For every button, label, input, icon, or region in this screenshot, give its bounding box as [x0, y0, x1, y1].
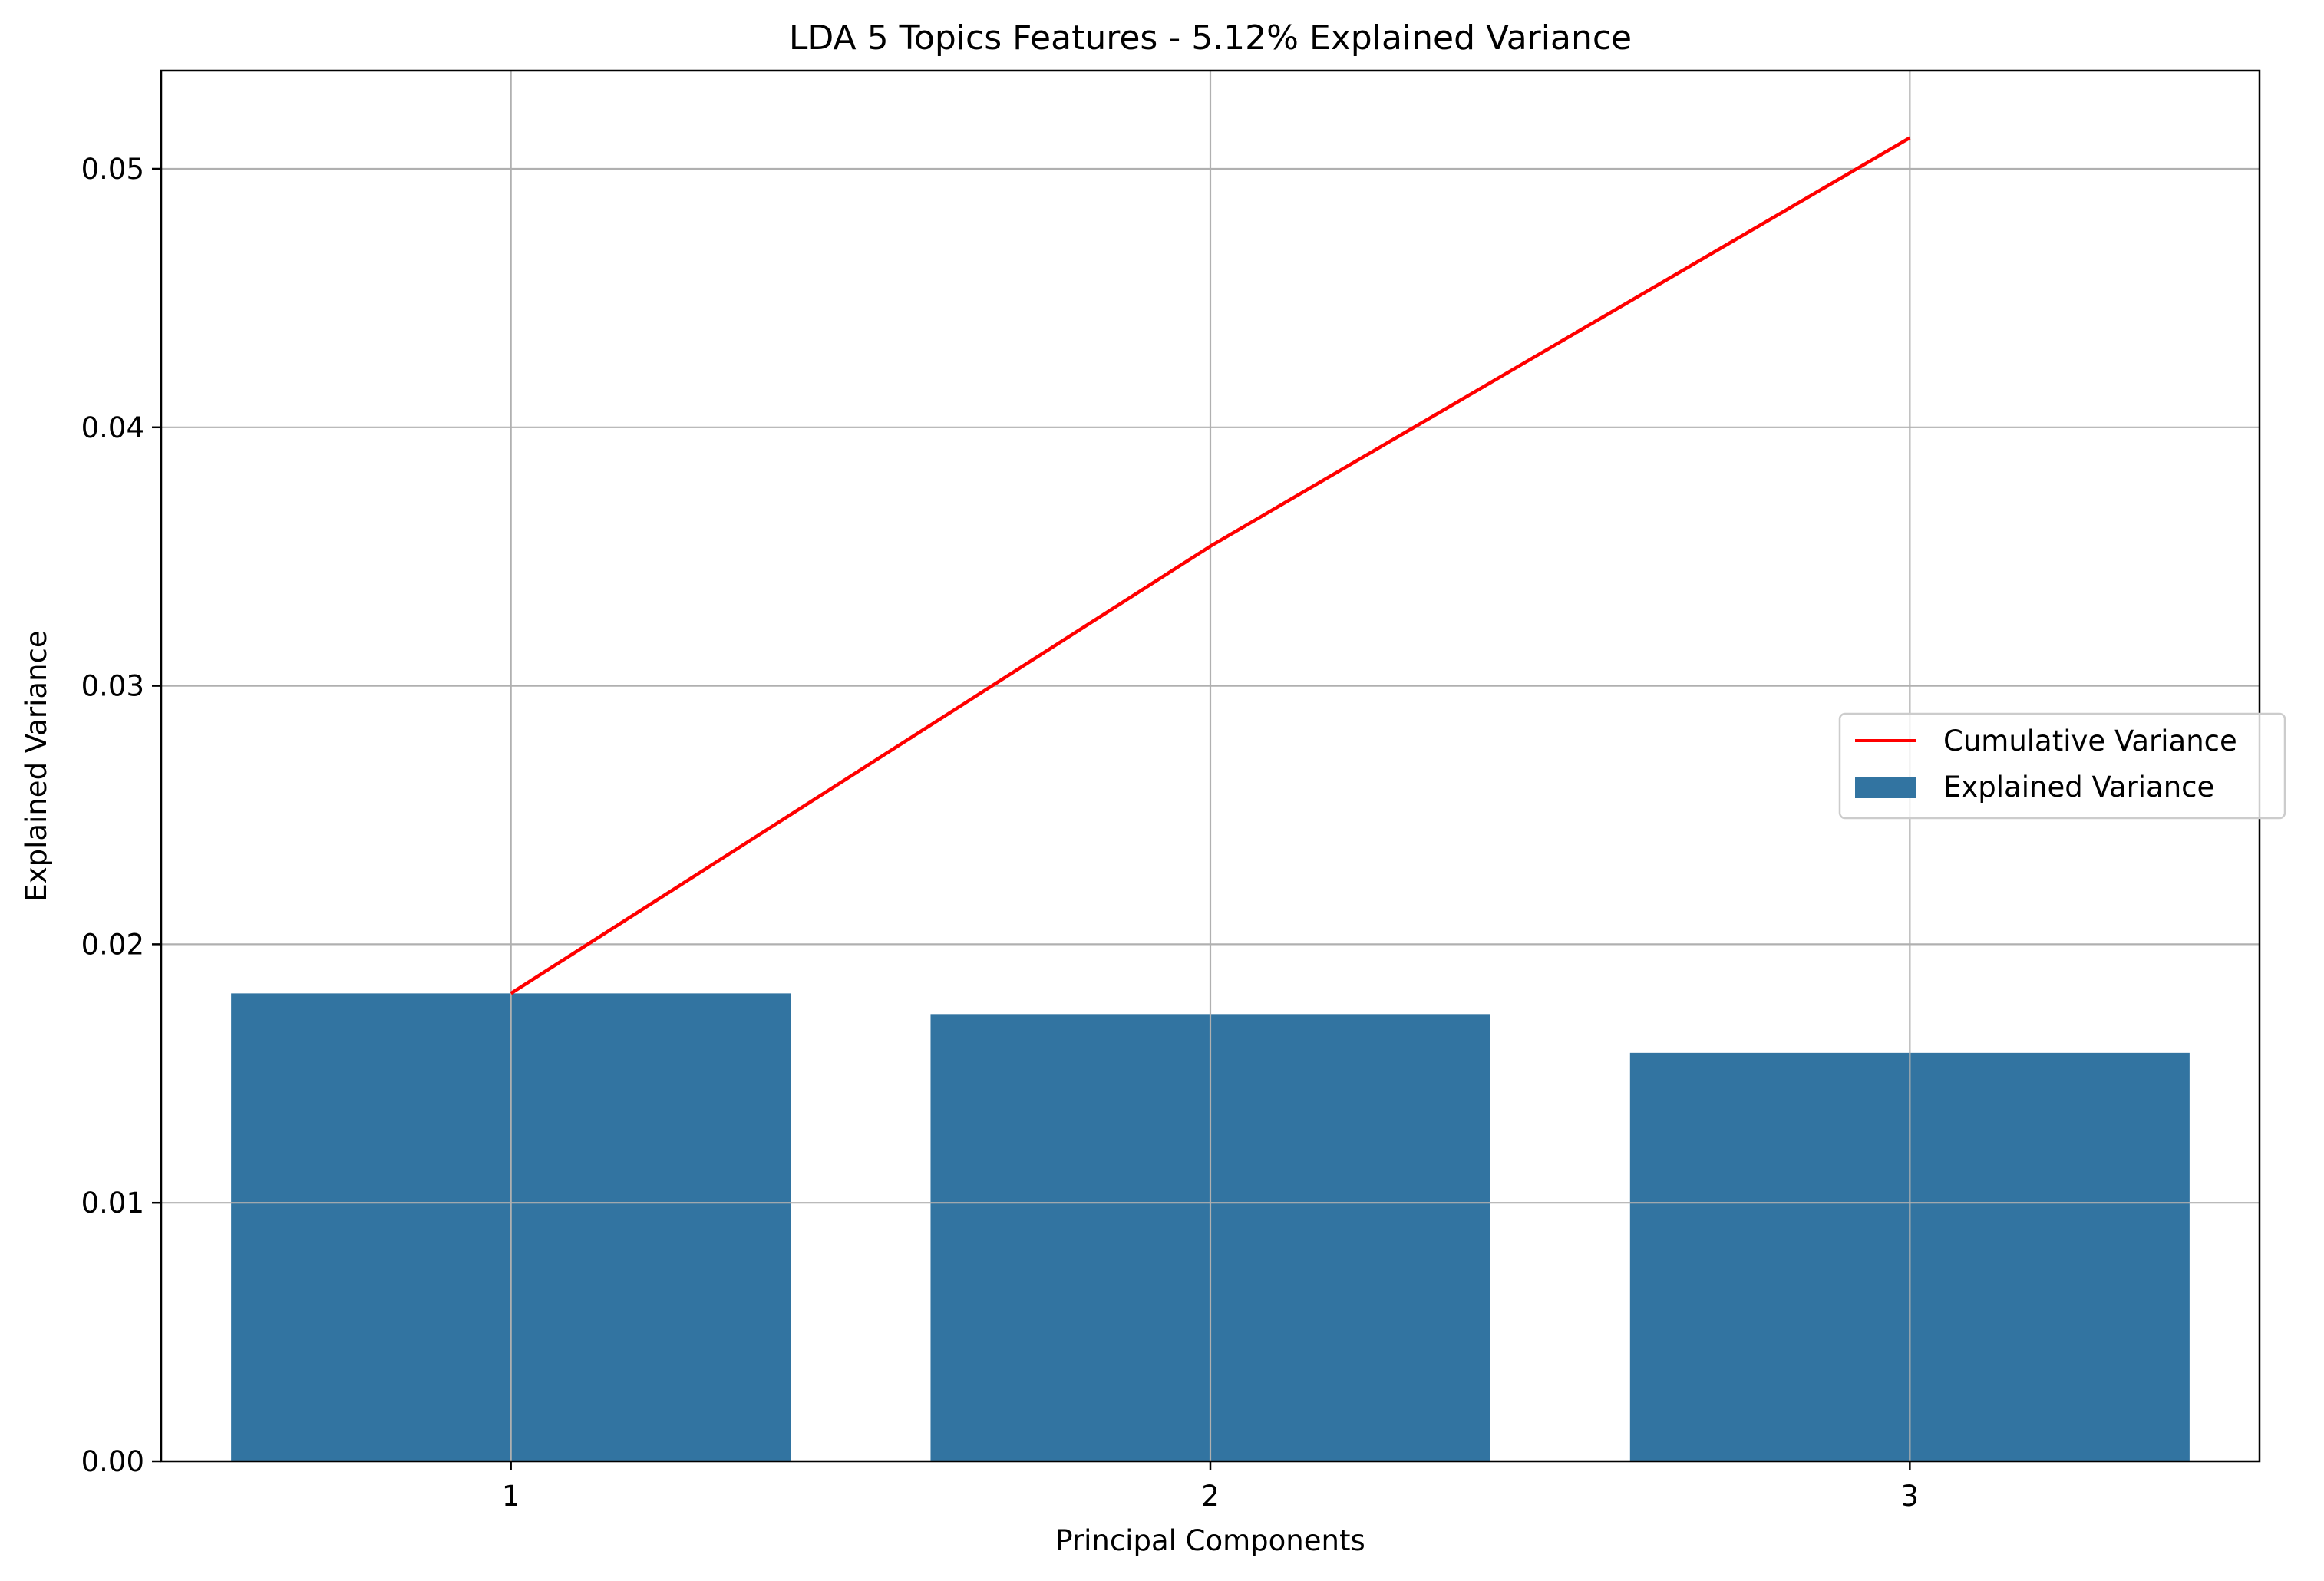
- y-tick-label: 0.03: [81, 670, 144, 703]
- x-tick-label: 3: [1901, 1480, 1920, 1513]
- legend: Cumulative Variance Explained Variance: [1838, 712, 2286, 820]
- legend-label-explained: Explained Variance: [1943, 771, 2214, 804]
- line-layer: [510, 136, 1911, 995]
- y-axis: 0.00 0.01 0.02 0.03 0.04 0.05: [81, 153, 161, 1478]
- x-tick-label: 1: [502, 1480, 520, 1513]
- x-axis: 1 2 3: [502, 1461, 1919, 1513]
- legend-swatch-explained: [1855, 777, 1916, 798]
- x-tick-label: 2: [1201, 1480, 1220, 1513]
- y-tick-label: 0.05: [81, 153, 144, 186]
- cumulative-variance-line: [510, 136, 1911, 995]
- y-axis-label: Explained Variance: [20, 630, 53, 901]
- y-tick-label: 0.04: [81, 411, 144, 444]
- y-tick-label: 0.01: [81, 1187, 144, 1220]
- grid-layer: [161, 71, 2260, 1463]
- legend-label-cumulative: Cumulative Variance: [1943, 724, 2237, 757]
- x-axis-label: Principal Components: [1055, 1524, 1365, 1557]
- y-tick-label: 0.02: [81, 928, 144, 961]
- chart-title: LDA 5 Topics Features - 5.12% Explained …: [789, 18, 1632, 58]
- y-tick-label: 0.00: [81, 1445, 144, 1478]
- legend-box: [1838, 712, 2286, 820]
